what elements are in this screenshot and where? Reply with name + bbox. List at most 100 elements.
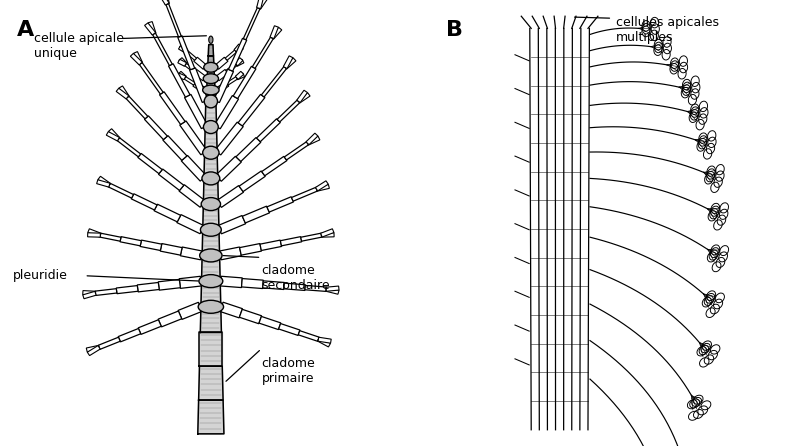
Polygon shape	[217, 82, 229, 92]
Ellipse shape	[198, 300, 224, 313]
Polygon shape	[139, 62, 163, 94]
Polygon shape	[234, 45, 243, 53]
Polygon shape	[119, 86, 129, 99]
Text: cladome
secondaire: cladome secondaire	[261, 264, 330, 292]
Polygon shape	[83, 291, 96, 295]
Polygon shape	[284, 58, 296, 69]
Polygon shape	[243, 8, 260, 40]
Polygon shape	[277, 100, 300, 122]
Ellipse shape	[202, 172, 220, 185]
Polygon shape	[138, 153, 162, 173]
Polygon shape	[207, 78, 215, 90]
Polygon shape	[144, 23, 156, 35]
Polygon shape	[235, 59, 244, 66]
Polygon shape	[184, 77, 195, 85]
Text: A: A	[17, 20, 34, 40]
Text: cellules apicales
multiples: cellules apicales multiples	[616, 16, 719, 44]
Polygon shape	[203, 204, 219, 230]
Polygon shape	[263, 281, 285, 289]
Polygon shape	[118, 138, 140, 157]
Polygon shape	[180, 247, 203, 260]
Polygon shape	[283, 56, 293, 69]
Polygon shape	[97, 180, 110, 187]
Polygon shape	[239, 310, 262, 324]
Polygon shape	[88, 346, 101, 355]
Polygon shape	[256, 119, 281, 142]
Polygon shape	[236, 137, 261, 161]
Polygon shape	[281, 237, 302, 246]
Polygon shape	[131, 54, 142, 65]
Polygon shape	[221, 276, 242, 288]
Polygon shape	[109, 129, 120, 140]
Polygon shape	[131, 194, 157, 210]
Ellipse shape	[203, 146, 219, 159]
Polygon shape	[257, 0, 268, 9]
Polygon shape	[88, 233, 101, 237]
Text: cladome
primaire: cladome primaire	[261, 357, 315, 385]
Ellipse shape	[201, 198, 221, 211]
Polygon shape	[239, 171, 265, 192]
Polygon shape	[200, 307, 221, 332]
Polygon shape	[238, 95, 265, 126]
Ellipse shape	[208, 36, 213, 43]
Polygon shape	[120, 237, 141, 246]
Polygon shape	[158, 311, 182, 327]
Polygon shape	[226, 77, 238, 85]
Polygon shape	[98, 176, 110, 187]
Polygon shape	[216, 156, 242, 181]
Polygon shape	[160, 92, 185, 124]
Polygon shape	[234, 44, 242, 52]
Polygon shape	[204, 153, 217, 178]
Polygon shape	[201, 281, 221, 307]
Polygon shape	[256, 0, 264, 8]
Ellipse shape	[204, 95, 217, 108]
Ellipse shape	[204, 120, 218, 133]
Ellipse shape	[204, 62, 218, 72]
Text: cellule apicale
unique: cellule apicale unique	[34, 33, 124, 61]
Polygon shape	[252, 37, 273, 68]
Ellipse shape	[200, 223, 221, 236]
Polygon shape	[291, 187, 317, 201]
Polygon shape	[118, 329, 141, 342]
Polygon shape	[140, 240, 161, 251]
Polygon shape	[178, 59, 187, 66]
Polygon shape	[234, 58, 242, 66]
Polygon shape	[178, 71, 187, 79]
Polygon shape	[185, 95, 208, 128]
Polygon shape	[204, 178, 218, 204]
Polygon shape	[98, 337, 120, 349]
Polygon shape	[154, 204, 181, 222]
Polygon shape	[181, 155, 207, 181]
Ellipse shape	[200, 249, 222, 262]
Polygon shape	[229, 38, 247, 71]
Polygon shape	[199, 366, 223, 400]
Polygon shape	[180, 121, 207, 155]
Ellipse shape	[199, 275, 223, 288]
Polygon shape	[217, 215, 246, 234]
Polygon shape	[318, 337, 331, 343]
Polygon shape	[178, 45, 187, 53]
Polygon shape	[305, 285, 326, 291]
Polygon shape	[219, 247, 242, 260]
Polygon shape	[270, 26, 278, 38]
Polygon shape	[193, 82, 205, 92]
Polygon shape	[109, 183, 134, 198]
Polygon shape	[106, 132, 119, 141]
Polygon shape	[279, 323, 300, 335]
Polygon shape	[158, 279, 180, 290]
Polygon shape	[137, 282, 159, 292]
Polygon shape	[198, 400, 224, 434]
Polygon shape	[178, 302, 202, 319]
Polygon shape	[179, 276, 201, 289]
Polygon shape	[326, 286, 339, 291]
Polygon shape	[138, 320, 161, 334]
Polygon shape	[116, 88, 129, 99]
Polygon shape	[216, 70, 229, 81]
Polygon shape	[242, 206, 269, 223]
Polygon shape	[307, 136, 320, 145]
Polygon shape	[148, 21, 156, 34]
Polygon shape	[236, 73, 245, 80]
Polygon shape	[177, 215, 204, 234]
Polygon shape	[83, 291, 97, 299]
Polygon shape	[215, 122, 243, 155]
